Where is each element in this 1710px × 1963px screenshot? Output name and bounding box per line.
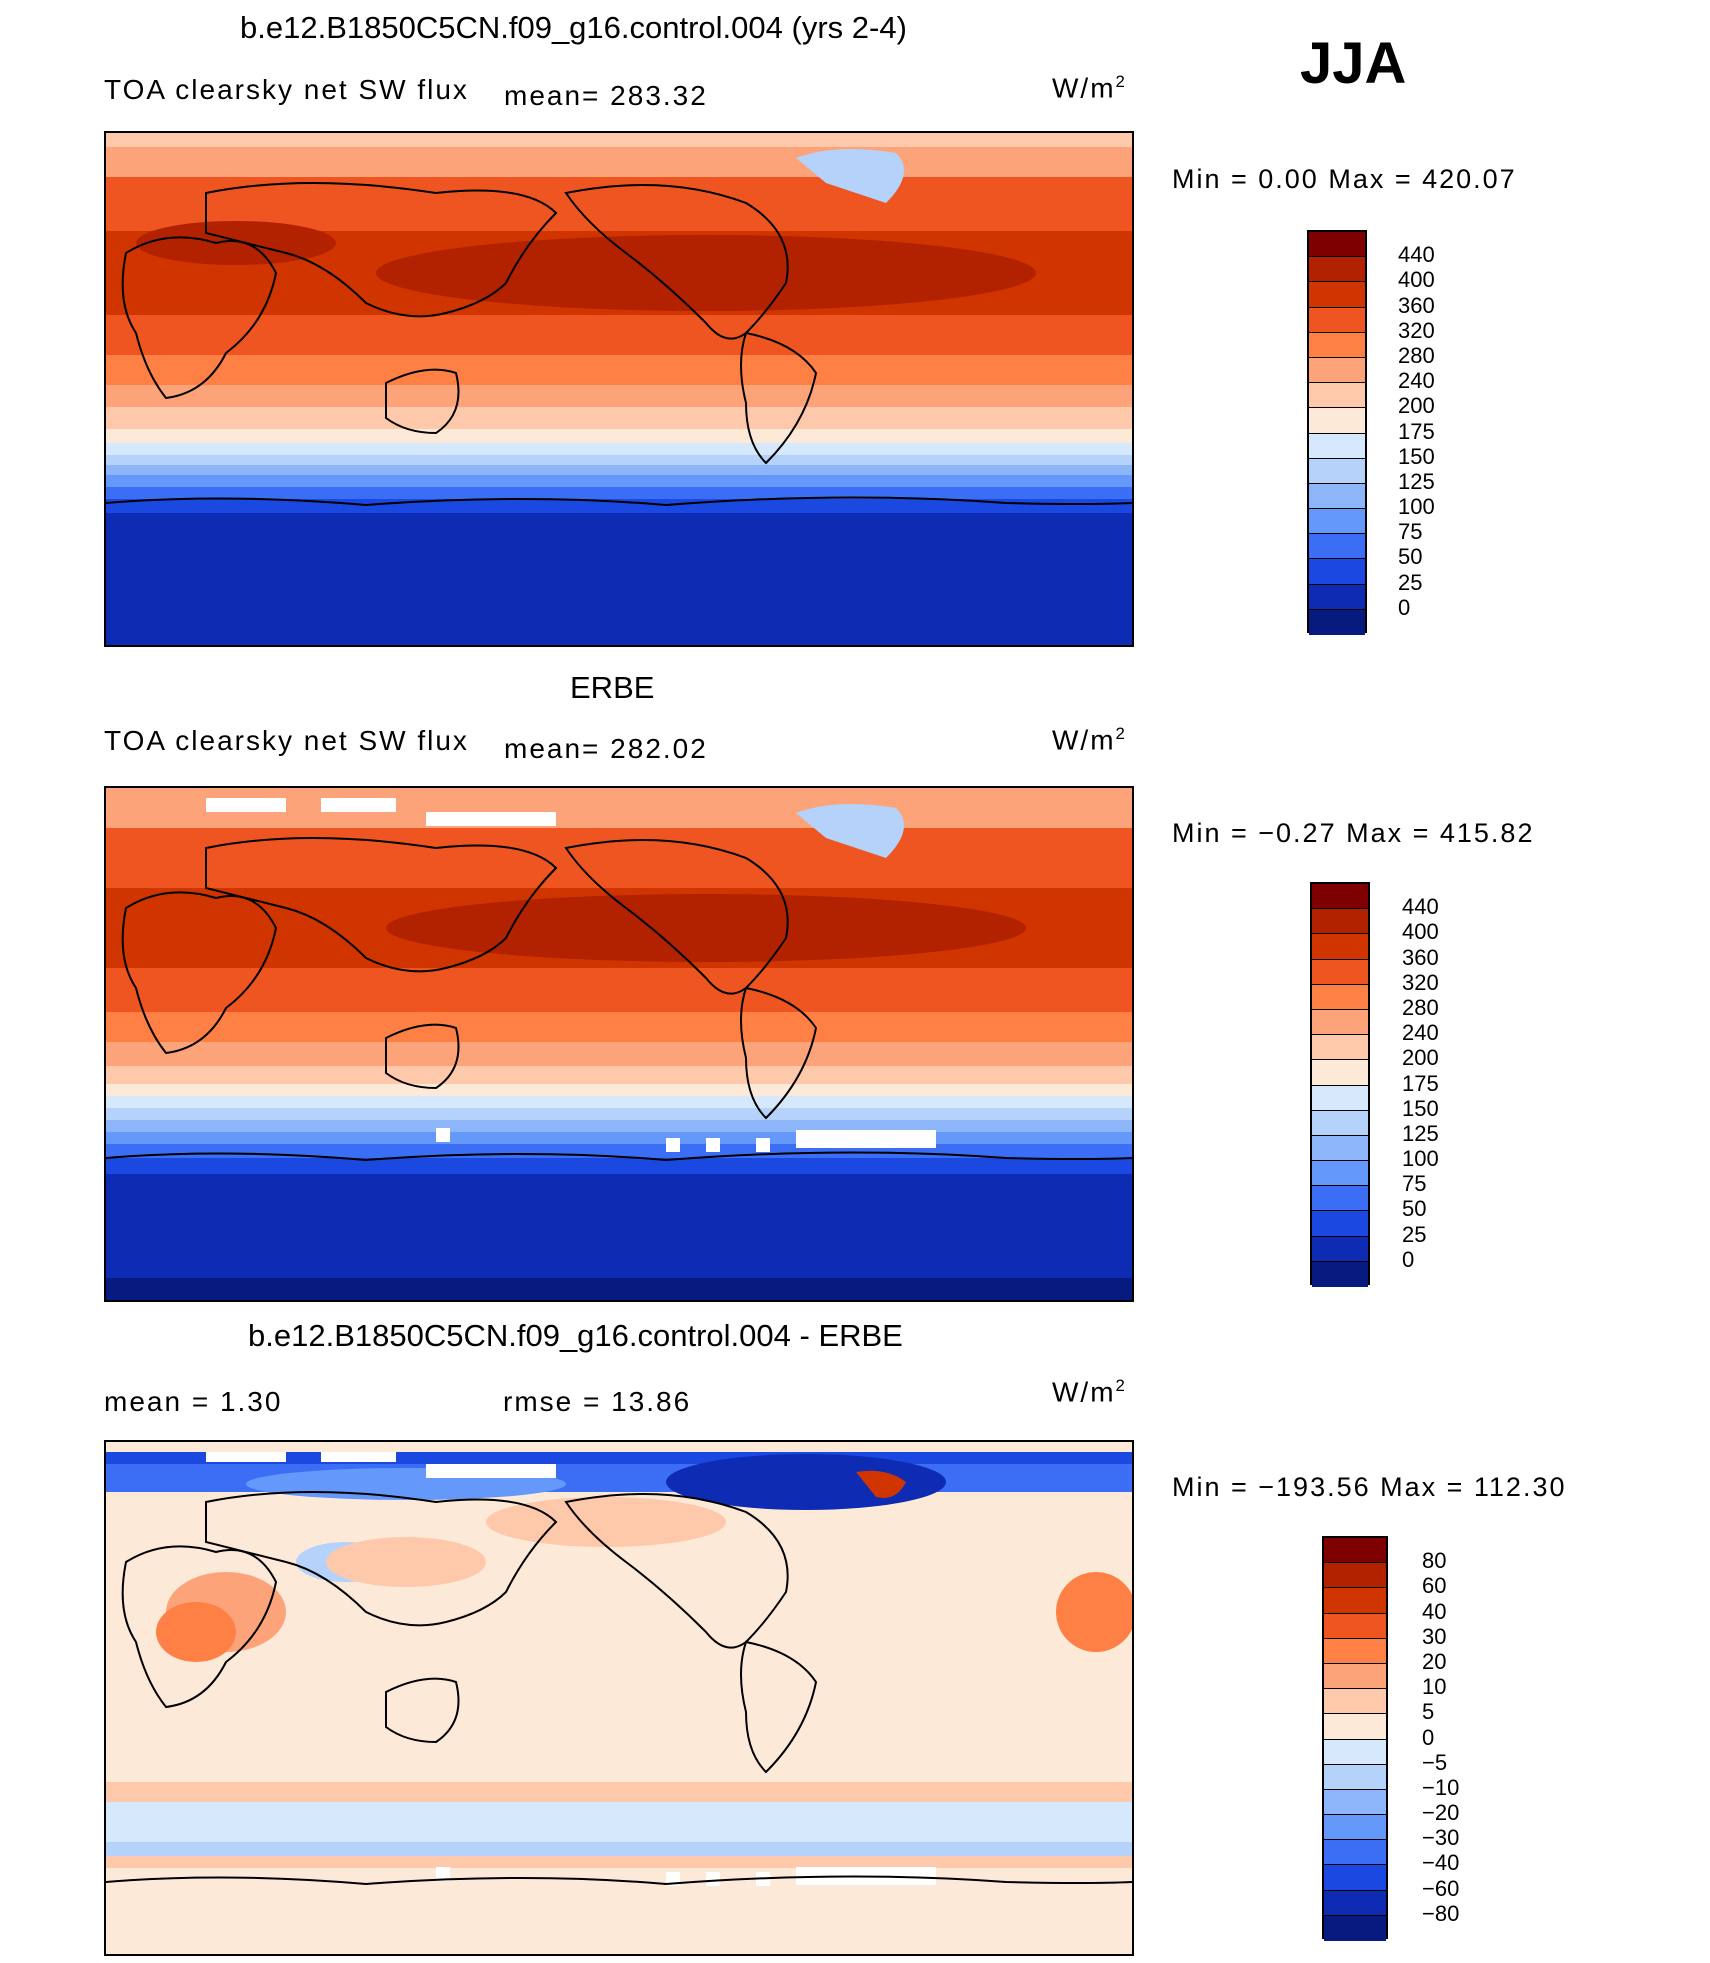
colorbar1-tick-label: 200 bbox=[1398, 393, 1435, 419]
colorbar1-tick-label: 150 bbox=[1398, 443, 1435, 469]
panel1-title: b.e12.B1850C5CN.f09_g16.control.004 (yrs… bbox=[240, 10, 907, 45]
colorbar3-tick-label: −60 bbox=[1422, 1875, 1460, 1901]
colorbar3-tick-label: −40 bbox=[1422, 1850, 1460, 1876]
colorbar2-tick-label: 25 bbox=[1402, 1221, 1427, 1247]
colorbar2-tick-label: 0 bbox=[1402, 1246, 1415, 1272]
panel1-colorbar bbox=[1307, 230, 1367, 635]
colorbar2-tick-label: 150 bbox=[1402, 1095, 1439, 1121]
colorbar2-tick-label: 360 bbox=[1402, 944, 1439, 970]
colorbar1-tick-label: 320 bbox=[1398, 317, 1435, 343]
panel1-mean: mean= 283.32 bbox=[504, 80, 708, 111]
panel3-title: b.e12.B1850C5CN.f09_g16.control.004 - ER… bbox=[248, 1318, 903, 1353]
colorbar3-tick-label: 5 bbox=[1422, 1699, 1435, 1725]
colorbar1-tick-label: 25 bbox=[1398, 569, 1423, 595]
colorbar3-tick-label: −10 bbox=[1422, 1774, 1460, 1800]
colorbar1-tick-label: 100 bbox=[1398, 494, 1435, 520]
colorbar3-tick-label: −20 bbox=[1422, 1800, 1460, 1826]
colorbar3-tick-label: 10 bbox=[1422, 1674, 1447, 1700]
colorbar1-tick-label: 360 bbox=[1398, 292, 1435, 318]
colorbar1-tick-label: 0 bbox=[1398, 594, 1411, 620]
colorbar1-tick-label: 400 bbox=[1398, 267, 1435, 293]
colorbar3-tick-label: 0 bbox=[1422, 1724, 1435, 1750]
colorbar1-tick-label: 280 bbox=[1398, 342, 1435, 368]
colorbar2-tick-label: 440 bbox=[1402, 894, 1439, 920]
colorbar3-tick-label: 80 bbox=[1422, 1548, 1447, 1574]
panel1-min-max: Min = 0.00 Max = 420.07 bbox=[1172, 164, 1517, 194]
panel3-units: W/m2 bbox=[1052, 1376, 1127, 1408]
colorbar1-tick-label: 240 bbox=[1398, 368, 1435, 394]
colorbar3-tick-label: −80 bbox=[1422, 1900, 1460, 1926]
panel1-model-map bbox=[104, 131, 1134, 647]
colorbar2-tick-label: 125 bbox=[1402, 1120, 1439, 1146]
colorbar2-tick-label: 200 bbox=[1402, 1045, 1439, 1071]
colorbar1-tick-label: 75 bbox=[1398, 519, 1423, 545]
colorbar3-tick-label: 30 bbox=[1422, 1623, 1447, 1649]
panel2-mean: mean= 282.02 bbox=[504, 733, 708, 764]
colorbar2-tick-label: 280 bbox=[1402, 994, 1439, 1020]
colorbar1-tick-label: 440 bbox=[1398, 242, 1435, 268]
colorbar1-tick-label: 125 bbox=[1398, 468, 1435, 494]
colorbar3-tick-label: 40 bbox=[1422, 1598, 1447, 1624]
panel2-units: W/m2 bbox=[1052, 724, 1127, 756]
panel2-erbe-map bbox=[104, 786, 1134, 1302]
colorbar3-tick-label: −30 bbox=[1422, 1825, 1460, 1851]
season-label: JJA bbox=[1300, 31, 1407, 96]
panel2-title: ERBE bbox=[570, 670, 655, 705]
panel3-colorbar bbox=[1322, 1536, 1388, 1941]
panel3-mean: mean = 1.30 bbox=[104, 1386, 283, 1417]
colorbar3-tick-label: 60 bbox=[1422, 1573, 1447, 1599]
panel1-units: W/m2 bbox=[1052, 72, 1127, 104]
panel1-variable-label: TOA clearsky net SW flux bbox=[104, 74, 469, 105]
colorbar1-tick-label: 175 bbox=[1398, 418, 1435, 444]
panel3-difference-map bbox=[104, 1440, 1134, 1956]
colorbar2-tick-label: 400 bbox=[1402, 919, 1439, 945]
colorbar2-tick-label: 175 bbox=[1402, 1070, 1439, 1096]
colorbar2-tick-label: 75 bbox=[1402, 1171, 1427, 1197]
colorbar2-tick-label: 320 bbox=[1402, 969, 1439, 995]
panel3-min-max: Min = −193.56 Max = 112.30 bbox=[1172, 1472, 1567, 1502]
colorbar2-tick-label: 50 bbox=[1402, 1196, 1427, 1222]
panel2-min-max: Min = −0.27 Max = 415.82 bbox=[1172, 818, 1535, 848]
colorbar3-tick-label: 20 bbox=[1422, 1648, 1447, 1674]
colorbar2-tick-label: 100 bbox=[1402, 1146, 1439, 1172]
panel3-rmse: rmse = 13.86 bbox=[503, 1386, 692, 1417]
colorbar1-tick-label: 50 bbox=[1398, 544, 1423, 570]
colorbar3-tick-label: −5 bbox=[1422, 1749, 1448, 1775]
colorbar2-tick-label: 240 bbox=[1402, 1020, 1439, 1046]
panel2-variable-label: TOA clearsky net SW flux bbox=[104, 725, 469, 756]
panel2-colorbar bbox=[1310, 882, 1370, 1287]
